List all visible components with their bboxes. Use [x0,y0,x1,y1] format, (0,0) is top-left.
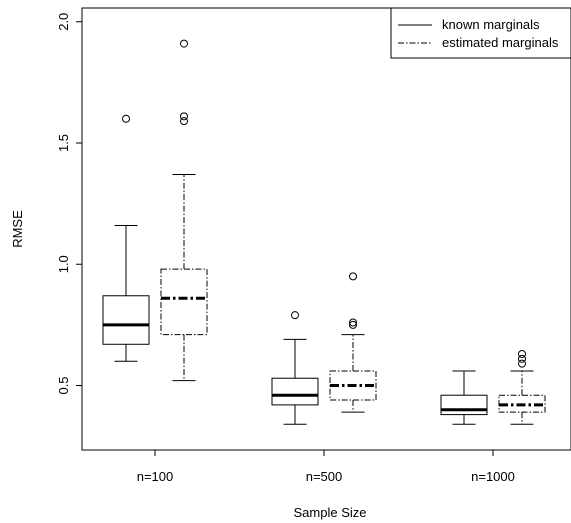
y-axis-label: RMSE [10,210,25,248]
y-axis: 0.5 1.0 1.5 2.0 [56,13,83,395]
boxes [102,39,546,425]
outlier-point [349,318,357,327]
box-known-n=500 [271,311,319,425]
plot-frame [81,7,571,451]
legend-box [390,7,571,59]
x-tick-label: n=1000 [471,469,515,484]
legend-label-known: known marginals [442,17,540,32]
x-axis-label: Sample Size [294,505,367,520]
outlier-point [291,311,299,320]
x-tick-label: n=500 [306,469,343,484]
box-known-n=100 [102,114,150,362]
box-body [440,394,488,416]
y-tick-label: 1.0 [56,255,71,273]
outlier-point [180,117,188,126]
outlier-point [349,320,357,329]
y-tick-label: 1.5 [56,134,71,152]
outlier-point [518,349,526,358]
legend-label-estimated: estimated marginals [442,35,559,50]
outlier-point [518,359,526,368]
outlier-point [180,39,188,48]
box-estimated-n=100 [160,39,208,382]
box-body [160,268,208,336]
box-body [271,377,319,406]
legend: known marginals estimated marginals [390,7,571,59]
x-axis: n=100 n=500 n=1000 [137,449,515,484]
x-tick-label: n=100 [137,469,174,484]
box-estimated-n=500 [329,272,377,413]
box-body [102,295,150,345]
box-known-n=1000 [440,370,488,425]
box-estimated-n=1000 [498,349,546,425]
outlier-point [349,272,357,281]
outlier-point [180,112,188,121]
outlier-point [122,114,130,123]
y-tick-label: 2.0 [56,13,71,31]
y-tick-label: 0.5 [56,376,71,394]
outlier-point [518,354,526,363]
